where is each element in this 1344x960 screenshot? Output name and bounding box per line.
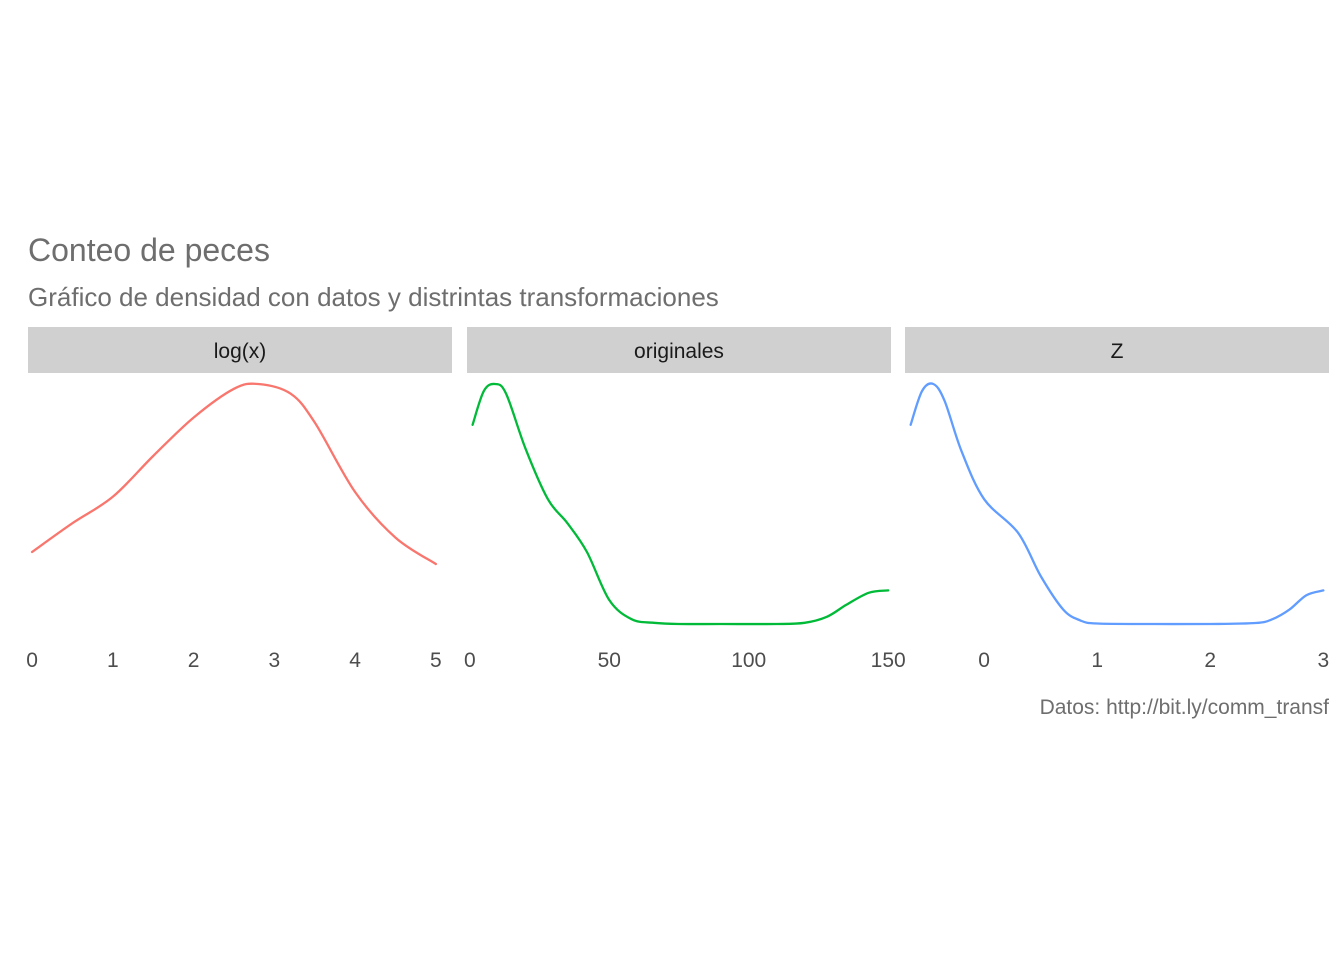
x-tick-label: 50 xyxy=(598,649,621,672)
facet-strip-label: originales xyxy=(634,340,724,363)
density-line xyxy=(471,382,890,626)
x-tick-label: 0 xyxy=(26,649,38,672)
facet-strip xyxy=(28,327,452,373)
chart-subtitle: Gráfico de densidad con datos y distrint… xyxy=(28,282,719,312)
density-line xyxy=(30,382,437,566)
x-tick-label: 4 xyxy=(349,649,361,672)
x-tick-label: 1 xyxy=(1091,649,1103,672)
x-tick-label: 0 xyxy=(978,649,990,672)
x-tick-label: 5 xyxy=(430,649,442,672)
facet-strip xyxy=(467,327,891,373)
facet-panel: originales 0 50 100 150 xyxy=(464,327,906,672)
chart-title: Conteo de peces xyxy=(28,232,270,268)
x-tick-label: 150 xyxy=(871,649,906,672)
chart-caption: Datos: http://bit.ly/comm_transf xyxy=(1039,696,1329,719)
facet-strip-label: log(x) xyxy=(214,340,267,363)
x-tick-label: 100 xyxy=(731,649,766,672)
density-line xyxy=(909,382,1325,626)
facet-panel: log(x) 0 1 2 3 4 5 xyxy=(26,327,452,672)
x-tick-label: 0 xyxy=(464,649,476,672)
x-tick-label: 1 xyxy=(107,649,119,672)
facet-strip-label: Z xyxy=(1111,340,1124,363)
facet-strip xyxy=(905,327,1329,373)
facet-panel: Z 0 1 2 3 xyxy=(905,327,1329,672)
x-tick-label: 2 xyxy=(188,649,200,672)
x-tick-label: 3 xyxy=(268,649,280,672)
x-tick-label: 2 xyxy=(1204,649,1216,672)
x-tick-label: 3 xyxy=(1318,649,1330,672)
